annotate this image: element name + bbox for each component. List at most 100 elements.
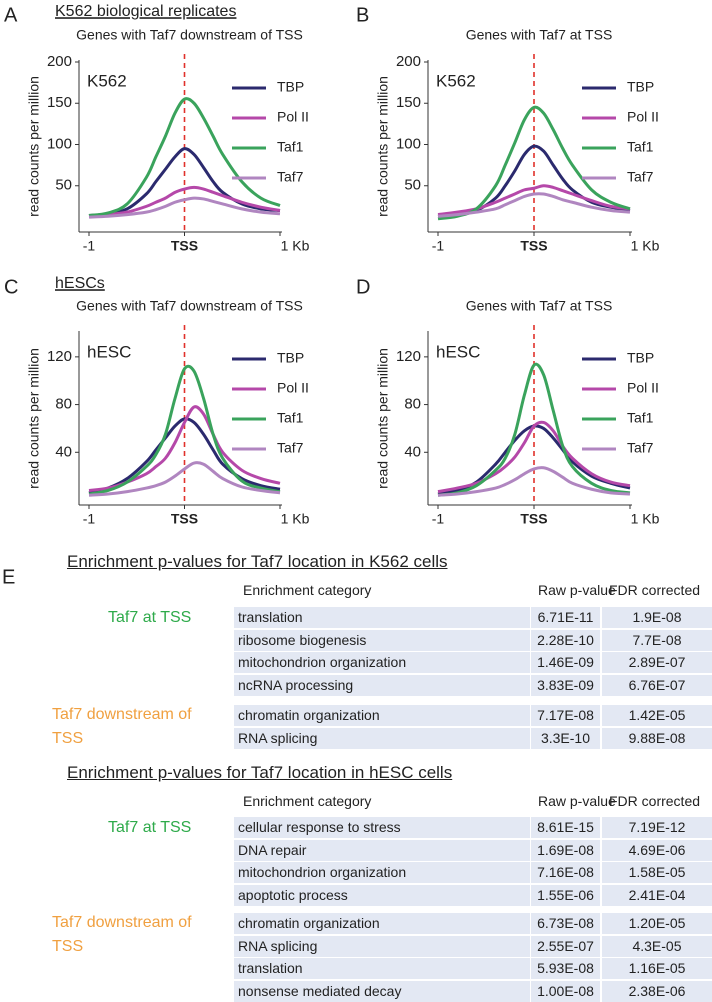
column-header: Raw p-value xyxy=(538,793,616,809)
table-cell: mitochondrion organization xyxy=(234,862,530,883)
data-line xyxy=(88,461,281,497)
legend-label: TBP xyxy=(627,79,654,95)
heading: hESCs xyxy=(55,275,105,292)
table-cell: 1.9E-08 xyxy=(602,607,712,628)
y-axis-label: read counts per million xyxy=(375,348,391,489)
y-tick-label: 80 xyxy=(404,396,421,413)
table-cell: translation xyxy=(234,607,530,628)
heading: K562 biological replicates xyxy=(55,3,236,20)
table-cell: 2.89E-07 xyxy=(602,652,712,673)
x-tick-label: -1 xyxy=(432,511,445,527)
table-cell: translation xyxy=(234,958,530,979)
x-tick-label: -1 xyxy=(83,238,96,254)
table-cell: 8.61E-15 xyxy=(531,817,600,838)
table-cell: 3.83E-09 xyxy=(531,674,600,696)
legend-label: TBP xyxy=(277,350,304,366)
legend-label: Pol II xyxy=(277,109,309,125)
y-tick-label: 200 xyxy=(47,53,72,70)
table-title: Enrichment p-values for Taf7 location in… xyxy=(67,763,453,782)
column-header: FDR corrected xyxy=(609,793,701,809)
panel-label: C xyxy=(4,276,18,298)
data-line xyxy=(88,185,281,217)
table-cell: 1.16E-05 xyxy=(602,958,712,979)
table-cell: 7.19E-12 xyxy=(602,817,712,838)
table-cell: 1.20E-05 xyxy=(602,913,712,934)
table-cell: 4.3E-05 xyxy=(602,935,712,957)
column-header: Enrichment category xyxy=(243,793,372,809)
chart-title: Genes with Taf7 at TSS xyxy=(466,298,613,314)
y-tick-label: 200 xyxy=(396,53,421,70)
panel-label: D xyxy=(356,276,370,298)
panel-label: E xyxy=(2,566,15,588)
table-cell: 6.73E-08 xyxy=(531,913,600,934)
data-line xyxy=(88,196,281,219)
x-tick-label: 1 Kb xyxy=(281,511,310,527)
table-cell: 6.76E-07 xyxy=(602,674,712,696)
table-cell: 2.28E-10 xyxy=(531,629,600,651)
table-cell: 1.42E-05 xyxy=(602,705,712,726)
annotation: hESC xyxy=(87,342,131,361)
table-cell: chromatin organization xyxy=(234,913,530,934)
column-header: FDR corrected xyxy=(609,582,701,598)
table-cell: 1.58E-05 xyxy=(602,862,712,883)
y-tick-label: 150 xyxy=(396,94,421,111)
data-line xyxy=(88,364,281,496)
chart-title: Genes with Taf7 downstream of TSS xyxy=(76,27,303,43)
x-tick-label: TSS xyxy=(520,238,547,254)
table-cell: DNA repair xyxy=(234,839,530,861)
y-tick-label: 40 xyxy=(404,443,421,460)
table-cell: apoptotic process xyxy=(234,884,530,906)
table-cell: nonsense mediated decay xyxy=(234,980,530,1002)
table-cell: 5.93E-08 xyxy=(531,958,600,979)
y-tick-label: 80 xyxy=(55,396,72,413)
table-cell: 1.69E-08 xyxy=(531,839,600,861)
table-cell: cellular response to stress xyxy=(234,817,530,838)
y-axis-label: read counts per million xyxy=(26,76,42,217)
y-axis-label: read counts per million xyxy=(375,76,391,217)
group-label: Taf7 downstream of TSS xyxy=(52,914,192,955)
table-cell: 7.7E-08 xyxy=(602,629,712,651)
table-cell: 2.41E-04 xyxy=(602,884,712,906)
legend-label: Taf7 xyxy=(627,169,654,185)
data-line xyxy=(88,97,281,217)
y-tick-label: 120 xyxy=(396,348,421,365)
table-cell: 7.16E-08 xyxy=(531,862,600,883)
legend-label: Taf1 xyxy=(277,410,304,426)
x-tick-label: TSS xyxy=(171,511,198,527)
y-tick-label: 40 xyxy=(55,443,72,460)
data-line xyxy=(437,362,631,497)
x-tick-label: TSS xyxy=(171,238,198,254)
table-cell: 7.17E-08 xyxy=(531,705,600,726)
x-tick-label: 1 Kb xyxy=(631,238,660,254)
legend-label: Taf1 xyxy=(627,139,654,155)
column-header: Raw p-value xyxy=(538,582,616,598)
legend-label: Taf7 xyxy=(277,440,304,456)
y-axis-label: read counts per million xyxy=(26,348,42,489)
y-tick-label: 100 xyxy=(396,135,421,152)
table-cell: 6.71E-11 xyxy=(531,607,600,628)
legend-label: Pol II xyxy=(277,380,309,396)
legend-label: Pol II xyxy=(627,109,659,125)
legend-label: Taf1 xyxy=(627,410,654,426)
table-cell: ribosome biogenesis xyxy=(234,629,530,651)
legend-label: Taf7 xyxy=(277,169,304,185)
y-tick-label: 100 xyxy=(47,135,72,152)
annotation: K562 xyxy=(436,71,476,90)
legend-label: Taf7 xyxy=(627,440,654,456)
annotation: K562 xyxy=(87,71,127,90)
x-tick-label: 1 Kb xyxy=(281,238,310,254)
chart-title: Genes with Taf7 downstream of TSS xyxy=(76,298,303,314)
data-line xyxy=(437,105,631,221)
table-cell: 4.69E-06 xyxy=(602,839,712,861)
y-tick-label: 50 xyxy=(404,177,421,194)
y-tick-label: 120 xyxy=(47,348,72,365)
legend-label: TBP xyxy=(627,350,654,366)
table-cell: 2.55E-07 xyxy=(531,935,600,957)
x-tick-label: -1 xyxy=(83,511,96,527)
data-line xyxy=(437,466,631,497)
table-cell: 2.38E-06 xyxy=(602,980,712,1002)
table-cell: RNA splicing xyxy=(234,727,530,749)
x-tick-label: -1 xyxy=(432,238,445,254)
table-cell: RNA splicing xyxy=(234,935,530,957)
